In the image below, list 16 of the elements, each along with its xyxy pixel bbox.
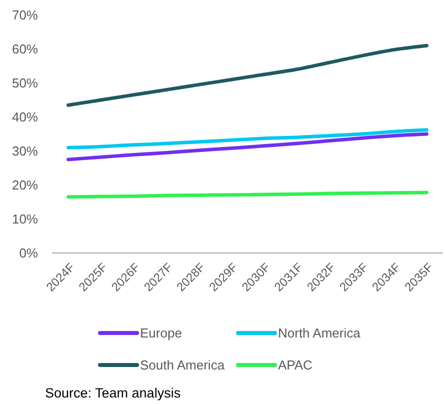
line-series [66, 44, 428, 107]
line-series [66, 132, 428, 162]
line-series [66, 128, 428, 150]
y-tick-label: 30% [12, 144, 38, 159]
y-tick-label: 40% [12, 110, 38, 125]
y-tick-label: 60% [12, 42, 38, 57]
legend-label: Europe [140, 326, 182, 341]
y-tick-label: 20% [12, 178, 38, 193]
legend-label: South America [140, 358, 226, 373]
source-note: Source: Team analysis [45, 386, 181, 401]
y-tick-label: 50% [12, 76, 38, 91]
y-tick-label: 10% [12, 212, 38, 227]
y-tick-label: 70% [12, 8, 38, 23]
legend-label: APAC [278, 358, 312, 373]
legend-label: North America [278, 326, 362, 341]
y-tick-label: 0% [19, 246, 38, 261]
